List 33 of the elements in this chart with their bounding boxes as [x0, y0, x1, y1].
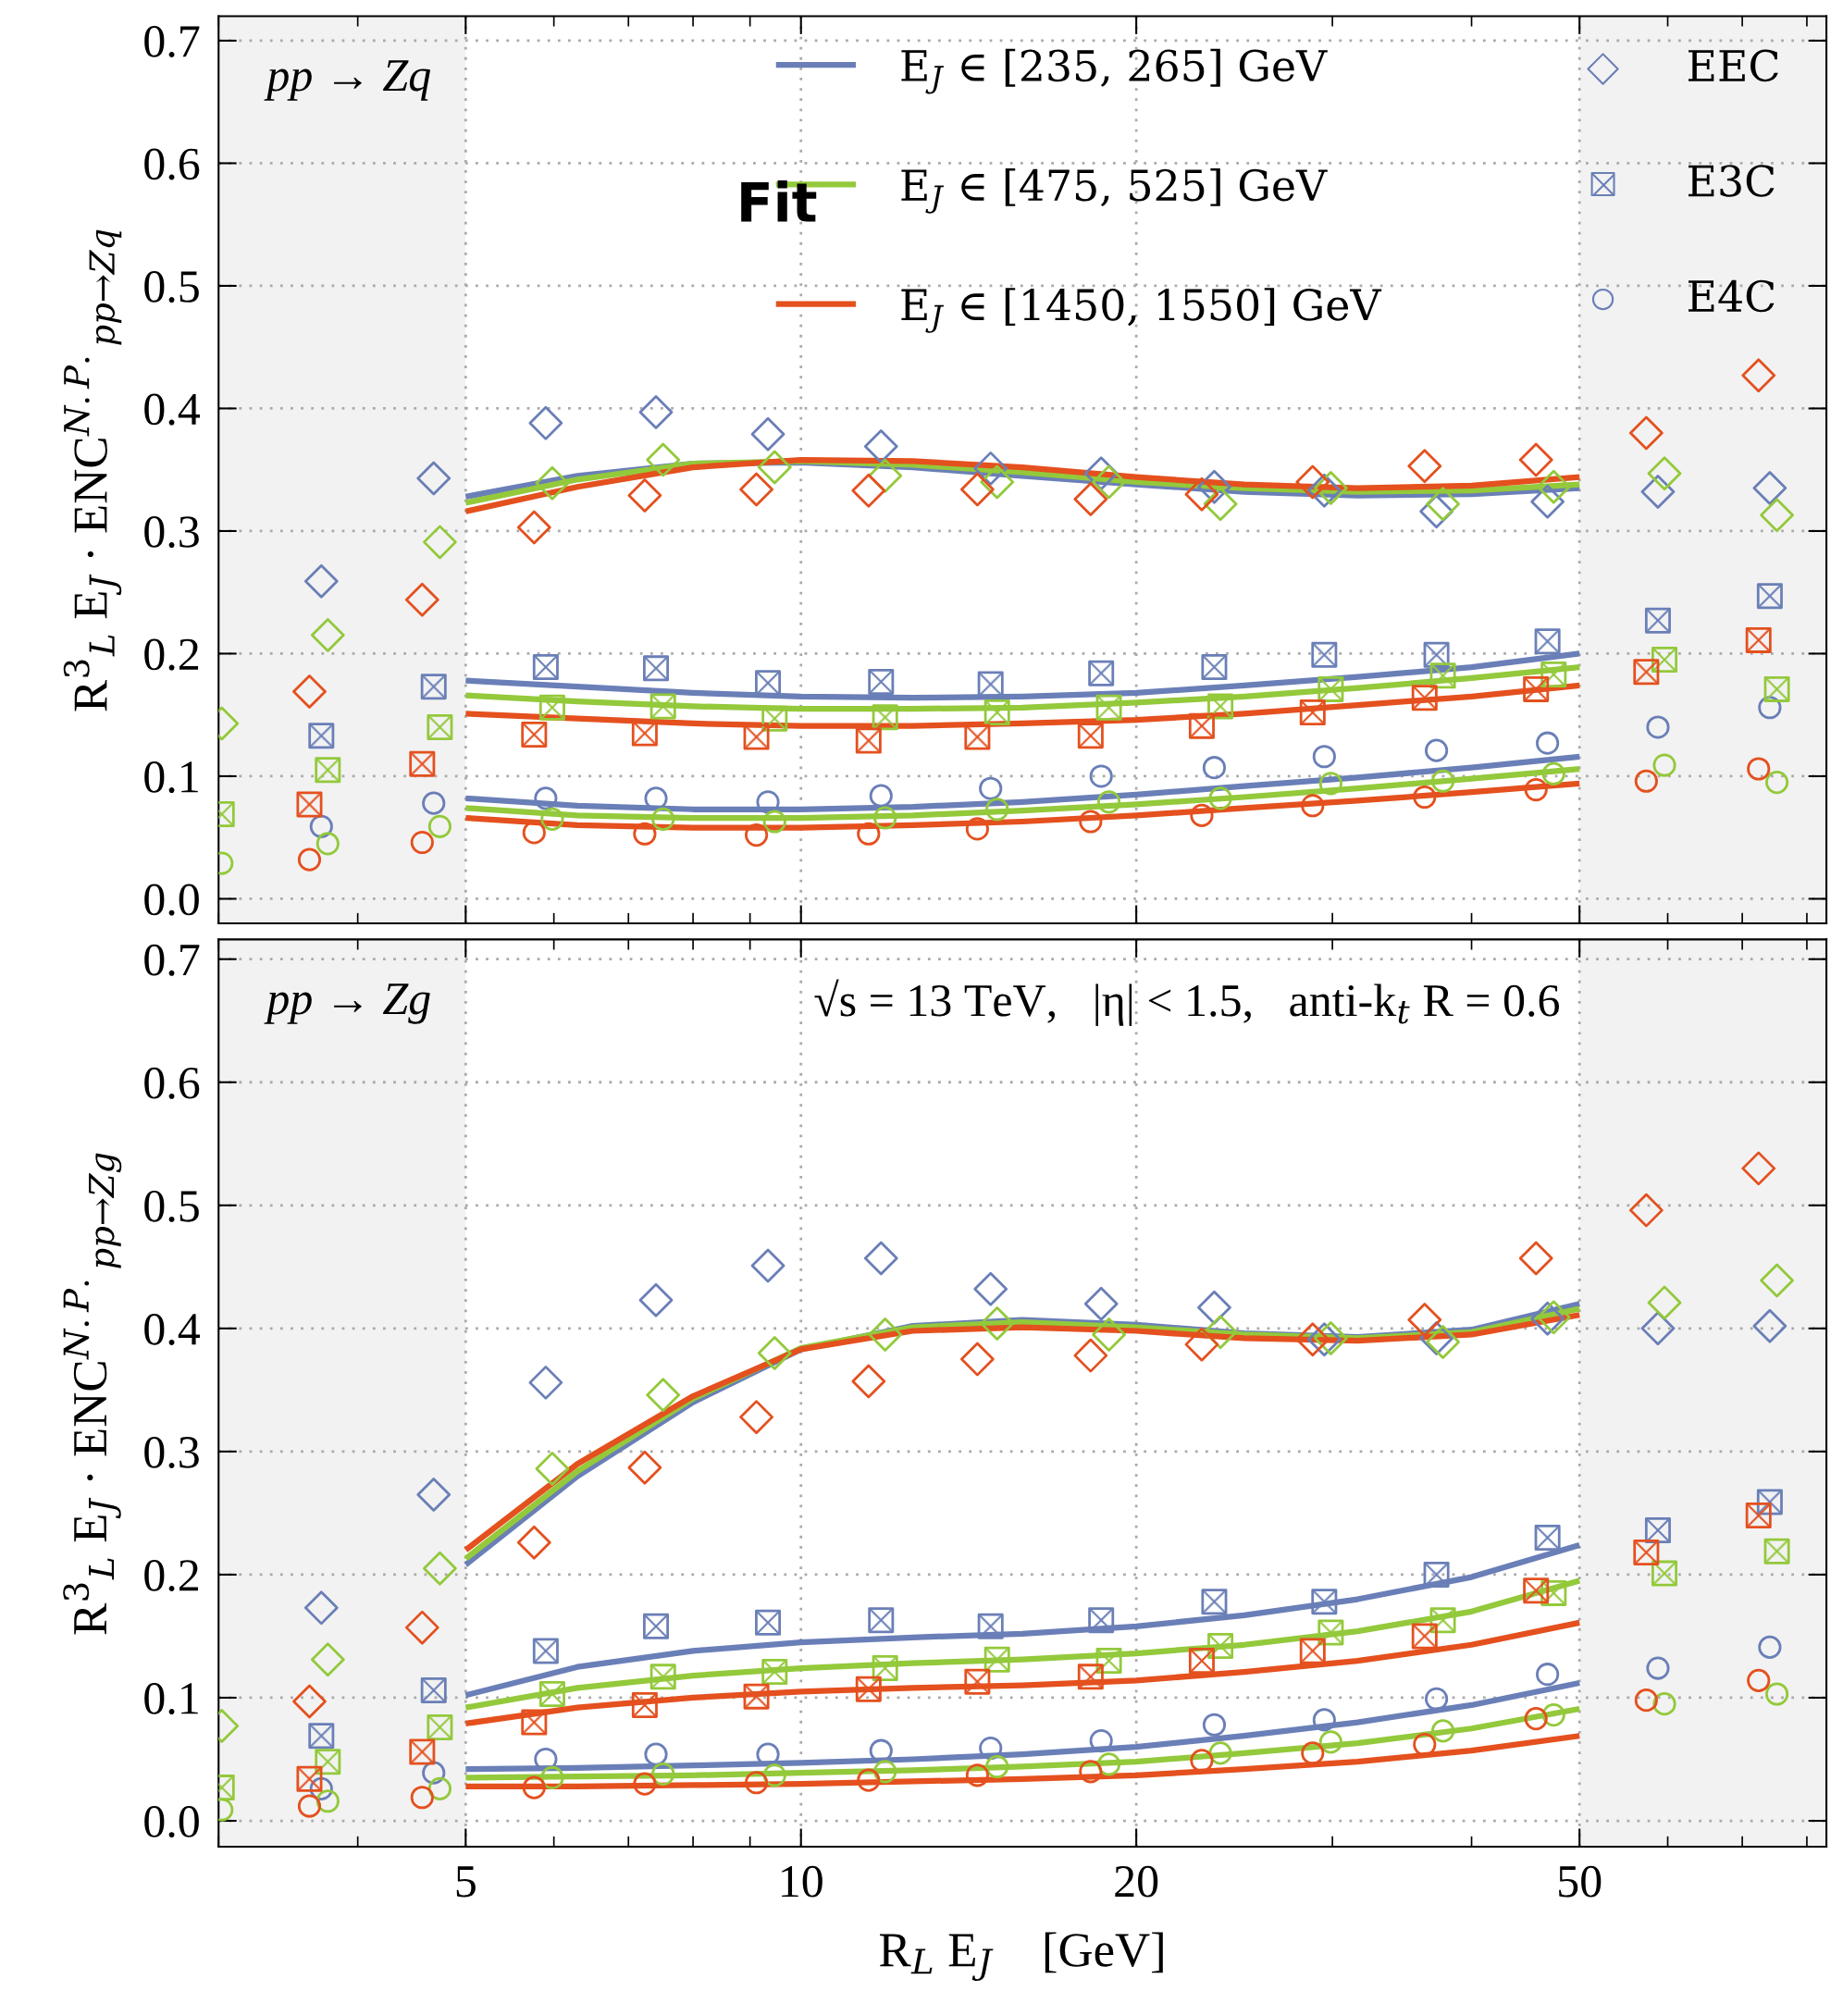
y-tick-label: 0.1: [144, 761, 198, 794]
y-tick-label: 0.5: [144, 1190, 199, 1222]
x-tick-label: 20: [1115, 1865, 1158, 1898]
annotation: pp → Zg: [264, 983, 430, 1024]
y-axis-title: R$^{3}$$_{L}$ E$_{J}$ · ENC$^{N.P.}$$_{pp→Zq}$: [63, 229, 122, 711]
y-tick-label: 0.7: [144, 944, 200, 976]
legend-label: E3C: [1688, 165, 1775, 197]
legend-label: E$_{J}$ ∈ [235, 265] GeV: [901, 48, 1328, 94]
legend-label: E4C: [1688, 279, 1775, 313]
legend-label: E$_{J}$ ∈ [1450, 1550] GeV: [901, 288, 1382, 333]
y-tick-label: 0.2: [144, 638, 199, 671]
y-tick-label: 0.4: [144, 393, 201, 426]
y-tick-label: 0.4: [144, 1313, 201, 1345]
annotation: Fit: [741, 180, 817, 222]
x-tick-label: 10: [782, 1865, 823, 1898]
y-tick-label: 0.6: [144, 1067, 200, 1099]
x-tick-label: 5: [456, 1866, 476, 1898]
y-tick-label: 0.6: [144, 148, 200, 180]
legend-label: EEC: [1688, 49, 1778, 82]
y-tick-label: 0.0: [144, 884, 199, 916]
legend-label: E$_{J}$ ∈ [475, 525] GeV: [901, 168, 1328, 214]
y-tick-label: 0.5: [144, 271, 199, 303]
y-axis-title: R$^{3}$$_{L}$ E$_{J}$ · ENC$^{N.P.}$$_{pp→Zg}$: [63, 1153, 122, 1635]
x-tick-label: 50: [1559, 1865, 1602, 1898]
y-tick-label: 0.7: [144, 26, 200, 57]
y-tick-label: 0.2: [144, 1560, 199, 1591]
text: R$_{L}$ E$_{J}$ [GeV]: [879, 1932, 1163, 1982]
y-tick-label: 0.3: [144, 516, 199, 549]
y-tick-label: 0.0: [144, 1806, 199, 1838]
y-tick-label: 0.1: [144, 1683, 198, 1715]
annotation: √s = 13 TeV, |η| < 1.5, anti-k$_{t}$ R = 0.6: [814, 979, 1560, 1026]
y-tick-label: 0.3: [144, 1436, 199, 1468]
annotation: pp → Zq: [264, 60, 431, 101]
